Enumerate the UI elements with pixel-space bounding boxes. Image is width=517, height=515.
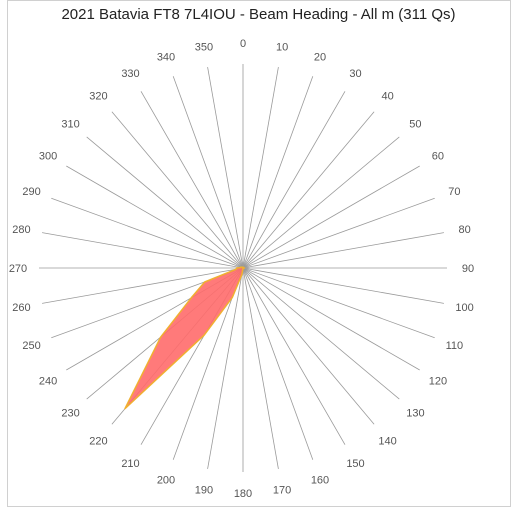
angle-label-280: 280: [12, 224, 30, 236]
spoke-80: [242, 232, 444, 269]
spoke-50: [242, 136, 400, 269]
spoke-200: [172, 267, 244, 460]
angle-label-330: 330: [121, 68, 139, 80]
angle-label-320: 320: [89, 91, 107, 103]
spoke-340: [172, 76, 244, 269]
angle-label-80: 80: [458, 224, 470, 236]
spoke-140: [242, 267, 375, 425]
spoke-330: [140, 91, 244, 269]
angle-label-190: 190: [195, 485, 213, 497]
angle-label-40: 40: [381, 91, 393, 103]
spoke-290: [51, 197, 244, 269]
angle-label-20: 20: [314, 52, 326, 64]
spoke-10: [242, 67, 279, 269]
angle-label-350: 350: [195, 41, 213, 53]
chart-frame: [7, 0, 511, 507]
spoke-160: [242, 267, 314, 460]
angle-label-290: 290: [22, 186, 40, 198]
spoke-150: [242, 267, 346, 445]
spoke-310: [86, 136, 244, 269]
angle-label-180: 180: [234, 488, 252, 500]
spoke-260: [42, 267, 244, 304]
angle-label-70: 70: [448, 186, 460, 198]
angle-label-250: 250: [22, 340, 40, 352]
spoke-130: [242, 267, 400, 400]
spoke-40: [242, 111, 375, 269]
angle-label-230: 230: [61, 408, 79, 420]
angle-label-100: 100: [455, 302, 473, 314]
series-area-0: [124, 266, 246, 410]
angle-label-60: 60: [432, 151, 444, 163]
angle-label-210: 210: [121, 458, 139, 470]
spoke-350: [207, 67, 244, 269]
angle-label-30: 30: [349, 68, 361, 80]
angle-label-140: 140: [378, 435, 396, 447]
angle-label-200: 200: [157, 474, 175, 486]
angle-label-310: 310: [61, 118, 79, 130]
spoke-120: [242, 267, 420, 371]
angle-label-130: 130: [406, 408, 424, 420]
angle-label-150: 150: [346, 458, 364, 470]
angle-label-270: 270: [9, 263, 27, 275]
spoke-190: [207, 267, 244, 469]
spoke-320: [111, 111, 244, 269]
spoke-70: [242, 197, 435, 269]
spoke-100: [242, 267, 444, 304]
angle-label-160: 160: [311, 474, 329, 486]
angle-label-240: 240: [39, 376, 57, 388]
spoke-110: [242, 267, 435, 339]
angle-label-300: 300: [39, 151, 57, 163]
angle-label-50: 50: [409, 118, 421, 130]
chart-title: 2021 Batavia FT8 7L4IOU - Beam Heading -…: [61, 6, 456, 23]
angle-label-120: 120: [429, 376, 447, 388]
spoke-60: [242, 165, 420, 269]
angle-label-10: 10: [276, 41, 288, 53]
angle-label-110: 110: [446, 340, 464, 352]
spoke-170: [242, 267, 279, 469]
spoke-280: [42, 232, 244, 269]
spoke-20: [242, 76, 314, 269]
angle-label-260: 260: [12, 302, 30, 314]
angle-label-220: 220: [89, 435, 107, 447]
spoke-30: [242, 91, 346, 269]
angle-label-0: 0: [240, 38, 246, 50]
angle-label-340: 340: [157, 52, 175, 64]
angle-label-170: 170: [273, 485, 291, 497]
spoke-300: [66, 165, 244, 269]
angle-label-90: 90: [462, 263, 474, 275]
